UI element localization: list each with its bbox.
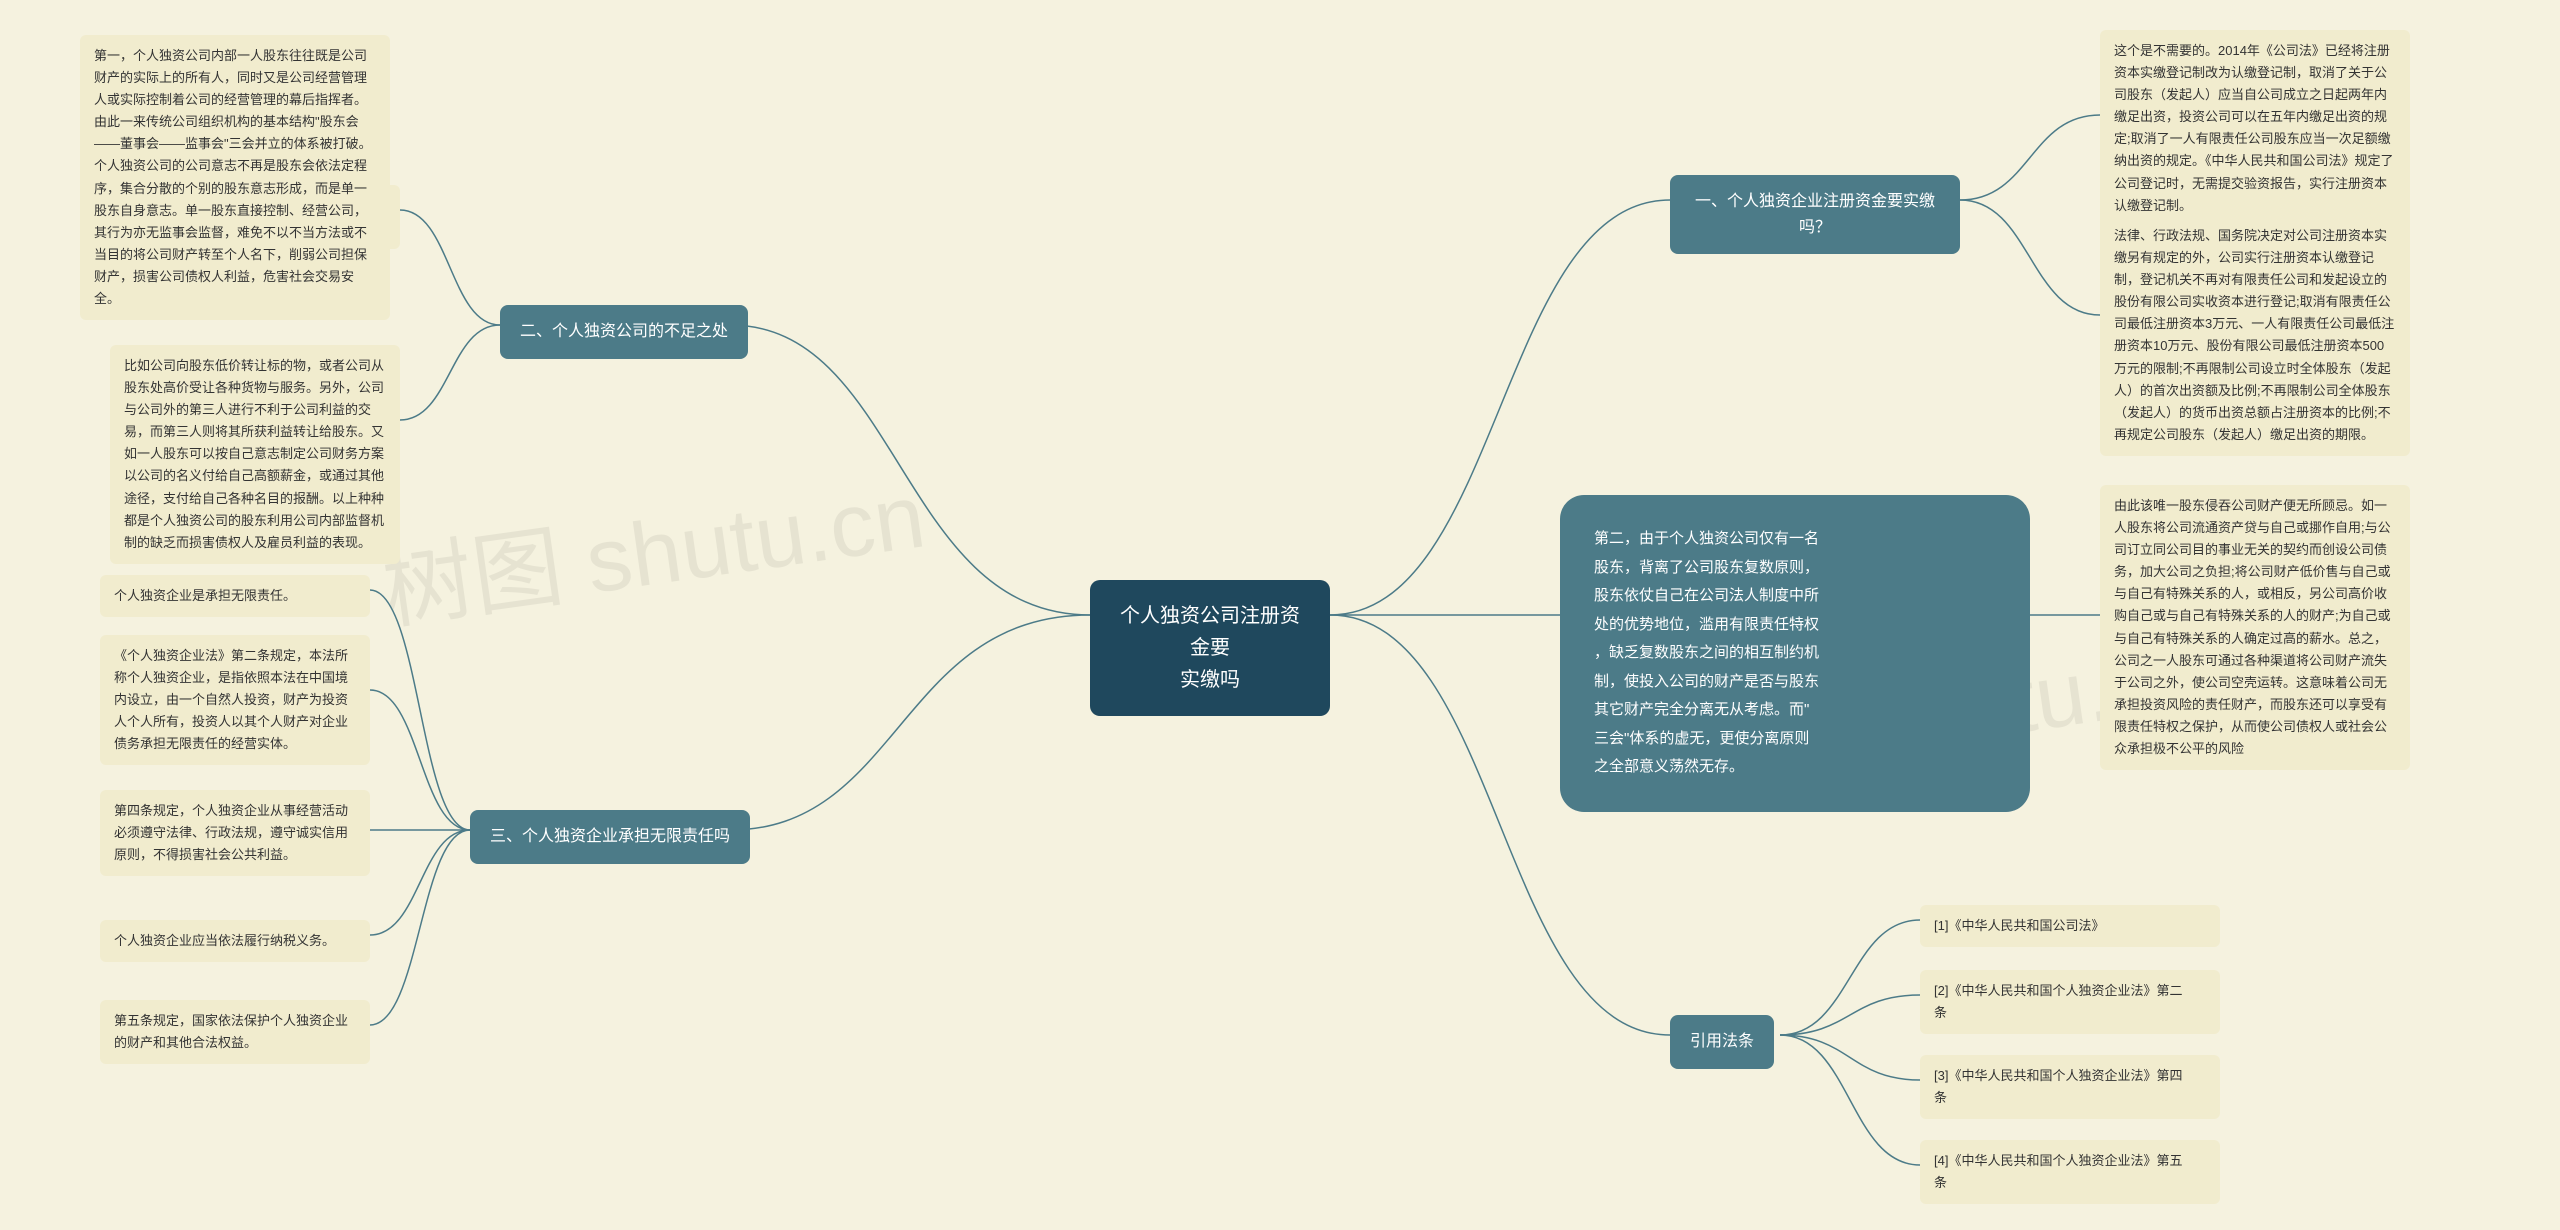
leaf-l2-1: 个人独资企业是承担无限责任。 [100, 575, 370, 617]
leaf-l2-5: 第五条规定，国家依法保护个人独资企业的财产和其他合法权益。 [100, 1000, 370, 1064]
leaf-l1-2: 比如公司向股东低价转让标的物，或者公司从股东处高价受让各种货物与服务。另外，公司… [110, 345, 400, 564]
branch-l1: 二、个人独资公司的不足之处 [500, 305, 748, 359]
leaf-r3-1: [1]《中华人民共和国公司法》 [1920, 905, 2220, 947]
branch-r1: 一、个人独资企业注册资金要实缴吗？ [1670, 175, 1960, 254]
leaf-l2-4: 个人独资企业应当依法履行纳税义务。 [100, 920, 370, 962]
branch-r3: 引用法条 [1670, 1015, 1774, 1069]
leaf-r3-3: [3]《中华人民共和国个人独资企业法》第四条 [1920, 1055, 2220, 1119]
branch-l2: 三、个人独资企业承担无限责任吗 [470, 810, 750, 864]
leaf-l2-2: 《个人独资企业法》第二条规定，本法所称个人独资企业，是指依照本法在中国境内设立，… [100, 635, 370, 765]
leaf-r1-1: 这个是不需要的。2014年《公司法》已经将注册资本实缴登记制改为认缴登记制，取消… [2100, 30, 2410, 227]
watermark-left: 树图 shutu.cn [374, 443, 932, 648]
leaf-r3-2: [2]《中华人民共和国个人独资企业法》第二条 [1920, 970, 2220, 1034]
leaf-l2-3: 第四条规定，个人独资企业从事经营活动必须遵守法律、行政法规，遵守诚实信用原则，不… [100, 790, 370, 876]
branch-r2: 第二，由于个人独资公司仅有一名股东，背离了公司股东复数原则，股东依仗自己在公司法… [1560, 495, 2030, 812]
leaf-r3-4: [4]《中华人民共和国个人独资企业法》第五条 [1920, 1140, 2220, 1204]
leaf-r1-2: 法律、行政法规、国务院决定对公司注册资本实缴另有规定的外，公司实行注册资本认缴登… [2100, 215, 2410, 456]
root-node: 个人独资公司注册资金要实缴吗 [1090, 580, 1330, 716]
leaf-l1-1: 第一，个人独资公司内部一人股东往往既是公司财产的实际上的所有人，同时又是公司经营… [80, 35, 390, 320]
leaf-r2-1: 由此该唯一股东侵吞公司财产便无所顾忌。如一人股东将公司流通资产贷与自己或挪作自用… [2100, 485, 2410, 770]
